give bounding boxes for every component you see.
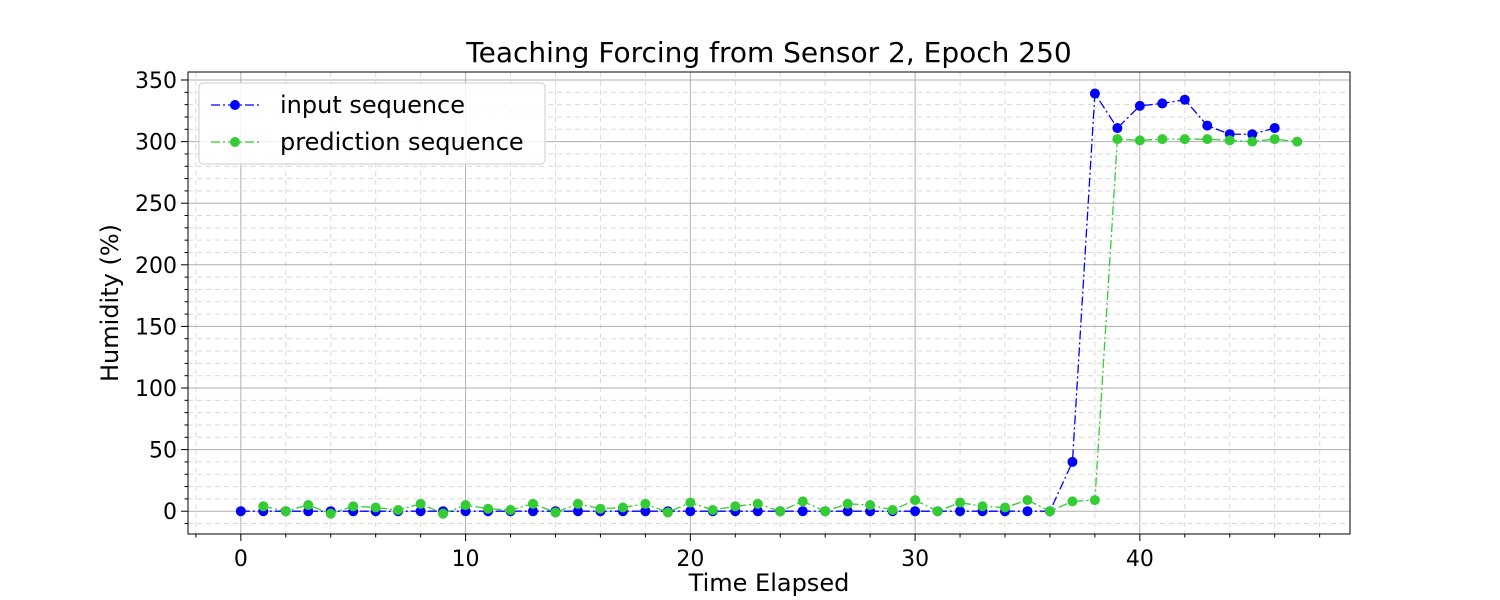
x-tick-label: 10 bbox=[452, 547, 480, 572]
legend-marker bbox=[230, 137, 240, 147]
data-point bbox=[370, 502, 381, 513]
data-point bbox=[775, 506, 786, 517]
data-point bbox=[1292, 136, 1303, 147]
y-tick-label: 0 bbox=[163, 500, 177, 525]
y-tick-label: 50 bbox=[149, 439, 177, 464]
series-2 bbox=[258, 134, 1303, 519]
data-point bbox=[752, 498, 763, 509]
data-point bbox=[820, 506, 831, 517]
y-tick-label: 200 bbox=[135, 254, 177, 279]
data-point bbox=[1202, 134, 1213, 145]
y-axis-ticks: 0 50 100 150 200 250 300 350 bbox=[135, 69, 188, 525]
data-point bbox=[932, 506, 943, 517]
data-point bbox=[303, 500, 314, 511]
data-point bbox=[1134, 100, 1145, 111]
x-tick-label: 40 bbox=[1126, 547, 1154, 572]
data-point bbox=[438, 508, 449, 519]
data-point bbox=[1089, 88, 1100, 99]
data-point bbox=[1179, 94, 1190, 105]
data-point bbox=[617, 502, 628, 513]
data-point bbox=[977, 501, 988, 512]
data-point bbox=[258, 501, 269, 512]
data-point bbox=[1134, 135, 1145, 146]
data-point bbox=[1269, 123, 1280, 134]
data-point bbox=[1022, 506, 1033, 517]
data-point bbox=[910, 495, 921, 506]
chart-title: Teaching Forcing from Sensor 2, Epoch 25… bbox=[465, 36, 1071, 69]
data-point bbox=[685, 506, 696, 517]
series-layer bbox=[235, 88, 1303, 519]
data-point bbox=[640, 506, 651, 517]
data-point bbox=[1089, 495, 1100, 506]
data-point bbox=[1202, 120, 1213, 131]
data-point bbox=[707, 504, 718, 515]
data-point bbox=[235, 506, 246, 517]
data-point bbox=[1157, 98, 1168, 109]
data-point bbox=[730, 501, 741, 512]
legend-label: prediction sequence bbox=[280, 128, 524, 156]
data-point bbox=[1179, 134, 1190, 145]
data-point bbox=[393, 504, 404, 515]
legend-box bbox=[198, 82, 546, 165]
data-point bbox=[1112, 123, 1123, 134]
data-point bbox=[505, 504, 516, 515]
legend-marker bbox=[230, 100, 240, 110]
data-point bbox=[1247, 129, 1258, 140]
plot-frame bbox=[187, 71, 1351, 535]
data-point bbox=[1247, 136, 1258, 147]
data-point bbox=[460, 500, 471, 511]
legend-label: input sequence bbox=[280, 91, 465, 119]
data-point bbox=[999, 502, 1010, 513]
data-point bbox=[955, 497, 966, 508]
series-line bbox=[263, 138, 1298, 515]
data-point bbox=[415, 498, 426, 509]
data-point bbox=[1112, 134, 1123, 145]
data-point bbox=[955, 506, 966, 517]
data-point bbox=[1224, 135, 1235, 146]
x-tick-label: 20 bbox=[676, 547, 704, 572]
y-axis-label: Humidity (%) bbox=[96, 224, 124, 382]
data-point bbox=[280, 506, 291, 517]
data-point bbox=[572, 498, 583, 509]
y-tick-label: 350 bbox=[135, 69, 177, 94]
data-point bbox=[797, 496, 808, 507]
data-point bbox=[595, 503, 606, 514]
data-point bbox=[1067, 496, 1078, 507]
data-point bbox=[640, 498, 651, 509]
x-axis-ticks: 0 10 20 30 40 bbox=[195, 534, 1321, 572]
data-point bbox=[865, 500, 876, 511]
data-point bbox=[662, 507, 673, 518]
data-point bbox=[483, 503, 494, 514]
data-point bbox=[842, 506, 853, 517]
data-point bbox=[528, 498, 539, 509]
data-point bbox=[1022, 495, 1033, 506]
data-point bbox=[415, 506, 426, 517]
y-tick-label: 150 bbox=[135, 315, 177, 340]
data-point bbox=[1044, 506, 1055, 517]
data-point bbox=[842, 498, 853, 509]
data-point bbox=[1157, 134, 1168, 145]
data-point bbox=[797, 506, 808, 517]
data-point bbox=[325, 508, 336, 519]
x-tick-label: 30 bbox=[901, 547, 929, 572]
data-point bbox=[550, 507, 561, 518]
data-point bbox=[1067, 456, 1078, 467]
y-tick-label: 250 bbox=[135, 192, 177, 217]
legend: input sequence prediction sequence bbox=[198, 82, 546, 165]
data-point bbox=[1269, 134, 1280, 145]
y-tick-label: 300 bbox=[135, 131, 177, 156]
data-point bbox=[910, 506, 921, 517]
data-point bbox=[528, 506, 539, 517]
data-point bbox=[685, 497, 696, 508]
x-axis-label: Time Elapsed bbox=[688, 569, 850, 597]
data-point bbox=[752, 506, 763, 517]
data-point bbox=[348, 501, 359, 512]
data-point bbox=[887, 504, 898, 515]
y-tick-label: 100 bbox=[135, 377, 177, 402]
data-point bbox=[572, 506, 583, 517]
x-tick-label: 0 bbox=[234, 547, 248, 572]
